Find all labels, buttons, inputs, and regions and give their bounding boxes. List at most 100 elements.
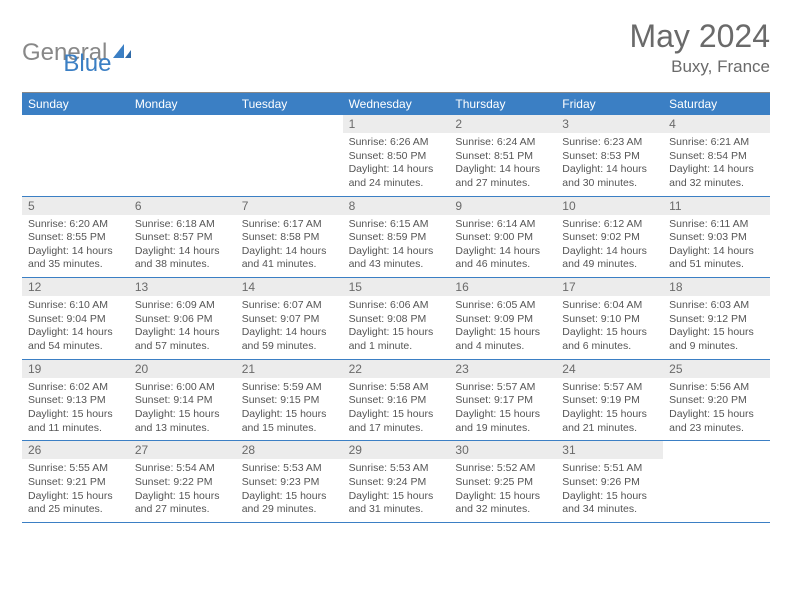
detail-line: Sunset: 9:02 PM xyxy=(562,231,657,245)
calendar-cell: 14Sunrise: 6:07 AMSunset: 9:07 PMDayligh… xyxy=(236,278,343,359)
detail-line: Sunset: 9:10 PM xyxy=(562,313,657,327)
detail-line: and 46 minutes. xyxy=(455,258,550,272)
detail-line: Sunrise: 6:26 AM xyxy=(349,136,444,150)
calendar-cell: 16Sunrise: 6:05 AMSunset: 9:09 PMDayligh… xyxy=(449,278,556,359)
detail-line: and 1 minute. xyxy=(349,340,444,354)
day-details: Sunrise: 6:11 AMSunset: 9:03 PMDaylight:… xyxy=(663,215,770,278)
detail-line: Sunset: 9:24 PM xyxy=(349,476,444,490)
detail-line: and 13 minutes. xyxy=(135,422,230,436)
day-number: 21 xyxy=(236,360,343,378)
day-details: Sunrise: 6:10 AMSunset: 9:04 PMDaylight:… xyxy=(22,296,129,359)
detail-line: and 11 minutes. xyxy=(28,422,123,436)
detail-line: Daylight: 14 hours xyxy=(455,245,550,259)
detail-line: Sunset: 9:15 PM xyxy=(242,394,337,408)
detail-line: Daylight: 15 hours xyxy=(562,490,657,504)
day-number: 25 xyxy=(663,360,770,378)
day-details: Sunrise: 6:12 AMSunset: 9:02 PMDaylight:… xyxy=(556,215,663,278)
calendar-week-row: 26Sunrise: 5:55 AMSunset: 9:21 PMDayligh… xyxy=(22,441,770,523)
day-number: 19 xyxy=(22,360,129,378)
day-number: 27 xyxy=(129,441,236,459)
detail-line: Daylight: 15 hours xyxy=(455,408,550,422)
detail-line: and 17 minutes. xyxy=(349,422,444,436)
weekday-header: Tuesday xyxy=(236,93,343,115)
detail-line: and 43 minutes. xyxy=(349,258,444,272)
page-header: General Blue May 2024 Buxy, France xyxy=(22,18,770,78)
detail-line: Sunset: 8:53 PM xyxy=(562,150,657,164)
day-number: 26 xyxy=(22,441,129,459)
detail-line: Sunrise: 6:17 AM xyxy=(242,218,337,232)
day-details: Sunrise: 6:07 AMSunset: 9:07 PMDaylight:… xyxy=(236,296,343,359)
detail-line: Sunrise: 6:04 AM xyxy=(562,299,657,313)
day-details: Sunrise: 5:52 AMSunset: 9:25 PMDaylight:… xyxy=(449,459,556,522)
detail-line: Sunset: 9:26 PM xyxy=(562,476,657,490)
detail-line: Daylight: 15 hours xyxy=(28,408,123,422)
detail-line: Sunset: 9:20 PM xyxy=(669,394,764,408)
calendar-week-row: 1Sunrise: 6:26 AMSunset: 8:50 PMDaylight… xyxy=(22,115,770,197)
detail-line: Sunset: 9:22 PM xyxy=(135,476,230,490)
detail-line: Daylight: 14 hours xyxy=(669,163,764,177)
calendar-cell: 3Sunrise: 6:23 AMSunset: 8:53 PMDaylight… xyxy=(556,115,663,196)
calendar-cell: 26Sunrise: 5:55 AMSunset: 9:21 PMDayligh… xyxy=(22,441,129,522)
detail-line: Sunrise: 6:23 AM xyxy=(562,136,657,150)
detail-line: Sunset: 9:25 PM xyxy=(455,476,550,490)
day-number: 20 xyxy=(129,360,236,378)
calendar-cell xyxy=(22,115,129,196)
detail-line: Sunrise: 6:18 AM xyxy=(135,218,230,232)
detail-line: Sunrise: 5:59 AM xyxy=(242,381,337,395)
detail-line: Daylight: 14 hours xyxy=(135,245,230,259)
detail-line: Sunset: 9:14 PM xyxy=(135,394,230,408)
detail-line: Sunrise: 6:11 AM xyxy=(669,218,764,232)
day-details: Sunrise: 6:09 AMSunset: 9:06 PMDaylight:… xyxy=(129,296,236,359)
calendar-cell: 8Sunrise: 6:15 AMSunset: 8:59 PMDaylight… xyxy=(343,197,450,278)
detail-line: Sunset: 8:57 PM xyxy=(135,231,230,245)
day-details: Sunrise: 5:57 AMSunset: 9:17 PMDaylight:… xyxy=(449,378,556,441)
detail-line: and 21 minutes. xyxy=(562,422,657,436)
detail-line: Daylight: 14 hours xyxy=(349,163,444,177)
detail-line: and 34 minutes. xyxy=(562,503,657,517)
location-label: Buxy, France xyxy=(629,57,770,77)
detail-line: and 54 minutes. xyxy=(28,340,123,354)
calendar-cell: 11Sunrise: 6:11 AMSunset: 9:03 PMDayligh… xyxy=(663,197,770,278)
day-number: 24 xyxy=(556,360,663,378)
day-number: 30 xyxy=(449,441,556,459)
day-number: 11 xyxy=(663,197,770,215)
detail-line: Sunrise: 5:57 AM xyxy=(455,381,550,395)
detail-line: and 57 minutes. xyxy=(135,340,230,354)
detail-line: Daylight: 14 hours xyxy=(349,245,444,259)
calendar-cell xyxy=(236,115,343,196)
day-details: Sunrise: 6:06 AMSunset: 9:08 PMDaylight:… xyxy=(343,296,450,359)
calendar-cell: 18Sunrise: 6:03 AMSunset: 9:12 PMDayligh… xyxy=(663,278,770,359)
detail-line: Daylight: 15 hours xyxy=(135,408,230,422)
detail-line: and 4 minutes. xyxy=(455,340,550,354)
day-details: Sunrise: 5:55 AMSunset: 9:21 PMDaylight:… xyxy=(22,459,129,522)
logo: General Blue xyxy=(22,18,111,78)
calendar-cell: 7Sunrise: 6:17 AMSunset: 8:58 PMDaylight… xyxy=(236,197,343,278)
detail-line: Sunset: 8:50 PM xyxy=(349,150,444,164)
detail-line: and 31 minutes. xyxy=(349,503,444,517)
day-details: Sunrise: 5:57 AMSunset: 9:19 PMDaylight:… xyxy=(556,378,663,441)
weekday-header: Saturday xyxy=(663,93,770,115)
detail-line: Sunrise: 5:52 AM xyxy=(455,462,550,476)
detail-line: Sunrise: 5:53 AM xyxy=(349,462,444,476)
detail-line: Sunrise: 6:09 AM xyxy=(135,299,230,313)
calendar-cell: 13Sunrise: 6:09 AMSunset: 9:06 PMDayligh… xyxy=(129,278,236,359)
calendar-cell: 21Sunrise: 5:59 AMSunset: 9:15 PMDayligh… xyxy=(236,360,343,441)
calendar-cell: 20Sunrise: 6:00 AMSunset: 9:14 PMDayligh… xyxy=(129,360,236,441)
day-number: 18 xyxy=(663,278,770,296)
detail-line: Sunrise: 5:53 AM xyxy=(242,462,337,476)
detail-line: Daylight: 15 hours xyxy=(349,326,444,340)
detail-line: and 30 minutes. xyxy=(562,177,657,191)
detail-line: Sunrise: 5:54 AM xyxy=(135,462,230,476)
detail-line: Daylight: 15 hours xyxy=(349,408,444,422)
day-details: Sunrise: 5:53 AMSunset: 9:24 PMDaylight:… xyxy=(343,459,450,522)
day-number: 13 xyxy=(129,278,236,296)
detail-line: and 15 minutes. xyxy=(242,422,337,436)
day-number: 23 xyxy=(449,360,556,378)
detail-line: Daylight: 15 hours xyxy=(349,490,444,504)
day-number: 1 xyxy=(343,115,450,133)
detail-line: Sunrise: 6:10 AM xyxy=(28,299,123,313)
detail-line: Sunrise: 5:56 AM xyxy=(669,381,764,395)
detail-line: Daylight: 15 hours xyxy=(455,326,550,340)
detail-line: Sunrise: 6:12 AM xyxy=(562,218,657,232)
detail-line: and 25 minutes. xyxy=(28,503,123,517)
